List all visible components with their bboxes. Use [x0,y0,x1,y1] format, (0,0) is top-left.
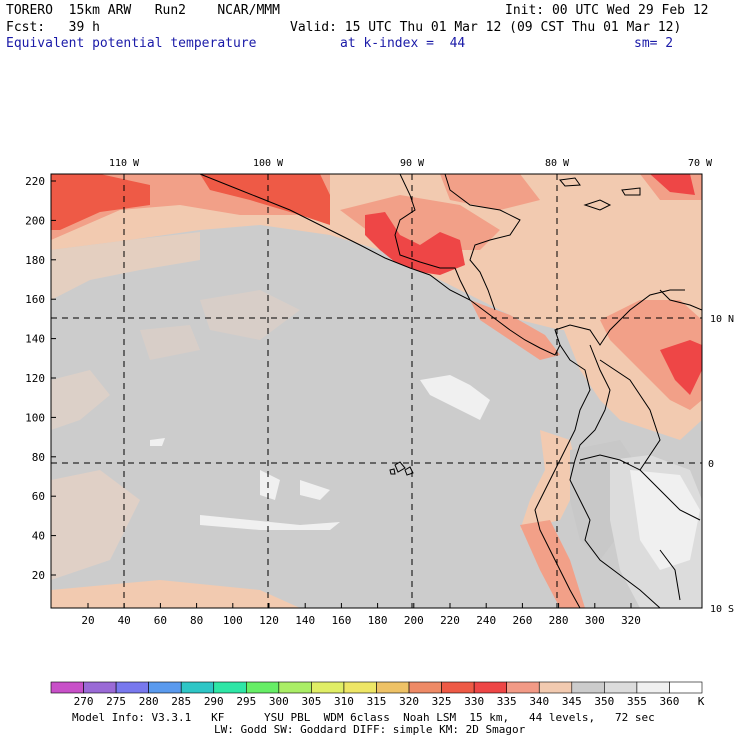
colorbar-label-320: 320 [399,695,419,708]
colorbar-label-355: 355 [627,695,647,708]
colorbar-label-350: 350 [594,695,614,708]
colorbar-swatch [50,681,84,694]
x-tick-220: 220 [440,614,460,627]
colorbar-label-295: 295 [236,695,256,708]
lat-label-10s: 10 S [710,604,734,615]
colorbar-swatch [441,681,475,694]
colorbar-swatch [148,681,182,694]
x-tick-140: 140 [295,614,315,627]
colorbar-swatch [669,681,703,694]
coastlines [199,174,702,608]
physics-info: LW: Godd SW: Goddard DIFF: simple KM: 2D… [214,723,526,736]
lon-label-110w: 110 W [109,158,140,169]
level-label: at k-index = 44 [340,36,466,51]
colorbar-swatch [506,681,540,694]
x-tick-20: 20 [81,614,94,627]
colorbar-swatch [538,681,573,694]
colorbar-label-285: 285 [171,695,191,708]
lon-label-70w: 70 W [688,158,713,169]
y-tick-200: 200 [25,214,45,227]
colorbar-unit: K [698,695,705,708]
colorbar-swatch [376,681,410,694]
y-tick-labels: 220 200 180 160 140 120 100 80 60 40 20 [25,175,56,582]
colorbar-label-335: 335 [497,695,517,708]
colorbar-labels: 270 275 280 285 290 295 300 305 310 315 320 325 330 3… [74,695,680,708]
colorbar-swatch [278,681,312,694]
colorbar-swatch [180,681,215,694]
colorbar-label-345: 345 [562,695,582,708]
colorbar-label-280: 280 [139,695,159,708]
colorbar-label-325: 325 [432,695,452,708]
colorbar-swatch [115,681,149,694]
x-tick-320: 320 [621,614,641,627]
y-tick-20: 20 [32,569,45,582]
lon-label-100w: 100 W [253,158,284,169]
x-tick-240: 240 [476,614,496,627]
colorbar [50,681,703,694]
x-tick-280: 280 [549,614,569,627]
x-tick-120: 120 [259,614,279,627]
colorbar-label-315: 315 [367,695,387,708]
y-tick-80: 80 [32,451,45,464]
colorbar-swatch [604,681,638,694]
colorbar-label-270: 270 [74,695,94,708]
y-tick-220: 220 [25,175,45,188]
graticule [51,174,702,608]
x-tick-180: 180 [368,614,388,627]
colorbar-swatch [213,681,247,694]
colorbar-swatch [83,681,117,694]
y-tick-40: 40 [32,530,45,543]
forecast-hour: Fcst: 39 h [6,20,100,35]
lon-label-90w: 90 W [400,158,425,169]
y-tick-140: 140 [25,333,45,346]
x-tick-labels: 20 40 60 80 100 120 140 160 180 200 220 240 260 280 30… [81,603,641,627]
lat-labels: 10 N 0 10 S [708,314,734,615]
lat-label-0: 0 [708,459,714,470]
valid-time: Valid: 15 UTC Thu 01 Mar 12 (09 CST Thu … [290,20,682,35]
y-tick-100: 100 [25,411,45,424]
colorbar-label-330: 330 [464,695,484,708]
colorbar-label-340: 340 [529,695,549,708]
colorbar-label-305: 305 [301,695,321,708]
colorbar-swatch [408,681,442,694]
x-tick-100: 100 [223,614,243,627]
colorbar-swatch [343,681,377,694]
model-title: TORERO 15km ARW Run2 NCAR/MMM [6,3,280,18]
colorbar-label-310: 310 [334,695,354,708]
colorbar-swatch [571,681,605,694]
colorbar-swatch [636,681,670,694]
colorbar-label-275: 275 [106,695,126,708]
x-tick-60: 60 [154,614,167,627]
field-name: Equivalent potential temperature [6,36,257,51]
x-tick-40: 40 [118,614,131,627]
colorbar-label-290: 290 [204,695,224,708]
theta-e-field [51,174,702,608]
colorbar-swatch [246,681,280,694]
model-info: Model Info: V3.3.1 KF YSU PBL WDM 6class… [72,711,655,724]
x-tick-80: 80 [190,614,203,627]
x-tick-260: 260 [512,614,532,627]
x-tick-300: 300 [585,614,605,627]
lon-labels: 110 W 100 W 90 W 80 W 70 W [109,158,713,169]
init-time: Init: 00 UTC Wed 29 Feb 12 [505,3,709,18]
lat-label-10n: 10 N [710,314,734,325]
colorbar-swatch [311,681,345,694]
colorbar-label-360: 360 [660,695,680,708]
smoothing-label: sm= 2 [634,36,674,51]
lon-label-80w: 80 W [545,158,570,169]
x-tick-160: 160 [331,614,351,627]
y-tick-160: 160 [25,293,45,306]
colorbar-swatch [473,681,507,694]
y-tick-60: 60 [32,490,45,503]
map-frame [50,173,703,609]
colorbar-label-300: 300 [269,695,289,708]
y-tick-180: 180 [25,254,45,267]
x-tick-200: 200 [404,614,424,627]
y-tick-120: 120 [25,372,45,385]
